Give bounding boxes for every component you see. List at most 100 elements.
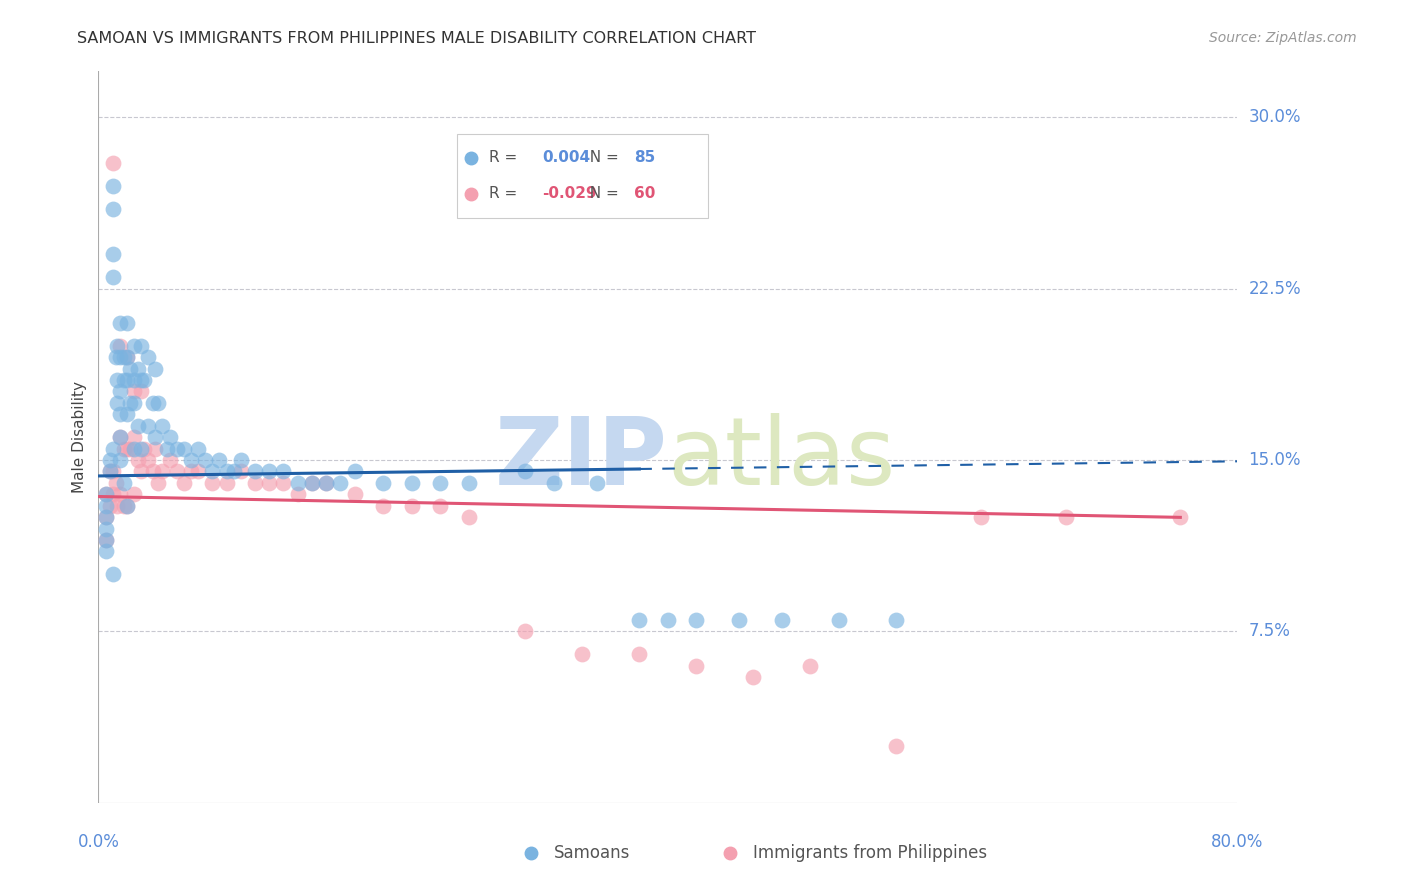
- Point: [115, 407, 138, 421]
- Point: [770, 613, 793, 627]
- Y-axis label: Male Disability: Male Disability: [72, 381, 87, 493]
- Point: [94, 487, 117, 501]
- Text: ZIP: ZIP: [495, 413, 668, 505]
- Point: [94, 533, 117, 547]
- Point: [115, 373, 138, 387]
- Point: [98, 453, 121, 467]
- Point: [156, 442, 179, 456]
- Point: [799, 658, 821, 673]
- Point: [112, 373, 135, 387]
- Point: [127, 418, 149, 433]
- Point: [101, 442, 124, 456]
- Point: [118, 442, 141, 456]
- Point: [1170, 510, 1192, 524]
- Point: [970, 510, 993, 524]
- Point: [145, 361, 167, 376]
- Point: [159, 430, 181, 444]
- Point: [828, 613, 851, 627]
- Point: [215, 464, 238, 478]
- Point: [108, 430, 131, 444]
- Point: [136, 453, 159, 467]
- Point: [173, 442, 195, 456]
- Point: [148, 396, 170, 410]
- Point: [166, 464, 188, 478]
- Point: [108, 316, 131, 330]
- Point: [104, 475, 127, 490]
- Point: [401, 475, 423, 490]
- Point: [208, 453, 231, 467]
- Text: Source: ZipAtlas.com: Source: ZipAtlas.com: [1209, 31, 1357, 45]
- Point: [129, 338, 152, 352]
- Point: [585, 475, 607, 490]
- Point: [122, 442, 145, 456]
- Point: [315, 475, 337, 490]
- Text: atlas: atlas: [668, 413, 896, 505]
- Point: [273, 475, 295, 490]
- Point: [152, 464, 174, 478]
- Text: 80.0%: 80.0%: [1211, 833, 1264, 851]
- Point: [101, 178, 124, 193]
- Point: [145, 430, 167, 444]
- FancyBboxPatch shape: [457, 134, 707, 218]
- Point: [108, 350, 131, 364]
- Point: [343, 464, 366, 478]
- Point: [105, 373, 128, 387]
- Point: [884, 739, 907, 753]
- Point: [685, 613, 707, 627]
- Text: 0.0%: 0.0%: [77, 833, 120, 851]
- Point: [118, 396, 141, 410]
- Point: [628, 613, 651, 627]
- Point: [201, 464, 224, 478]
- Point: [108, 338, 131, 352]
- Point: [132, 373, 155, 387]
- Text: 0.004: 0.004: [543, 150, 591, 165]
- Point: [571, 647, 593, 661]
- Point: [112, 475, 135, 490]
- Point: [101, 270, 124, 285]
- Point: [94, 544, 117, 558]
- Point: [108, 487, 131, 501]
- Point: [105, 499, 128, 513]
- Point: [115, 350, 138, 364]
- Point: [229, 464, 252, 478]
- Point: [115, 442, 138, 456]
- Point: [329, 475, 352, 490]
- Text: 7.5%: 7.5%: [1249, 623, 1291, 640]
- Text: 85: 85: [634, 150, 655, 165]
- Point: [122, 373, 145, 387]
- Point: [187, 442, 209, 456]
- Point: [94, 510, 117, 524]
- Text: R =: R =: [489, 186, 522, 201]
- Point: [115, 316, 138, 330]
- Point: [141, 464, 163, 478]
- Point: [101, 155, 124, 169]
- Point: [122, 396, 145, 410]
- Point: [105, 396, 128, 410]
- Point: [201, 475, 224, 490]
- Point: [243, 475, 266, 490]
- Point: [101, 567, 124, 582]
- Point: [401, 499, 423, 513]
- Point: [129, 373, 152, 387]
- Point: [159, 453, 181, 467]
- Point: [315, 475, 337, 490]
- Point: [101, 247, 124, 261]
- Point: [1056, 510, 1078, 524]
- Point: [685, 658, 707, 673]
- Text: 30.0%: 30.0%: [1249, 108, 1301, 126]
- Point: [166, 442, 188, 456]
- Point: [98, 464, 121, 478]
- Point: [94, 510, 117, 524]
- Point: [543, 475, 565, 490]
- Point: [98, 464, 121, 478]
- Point: [628, 647, 651, 661]
- Point: [173, 475, 195, 490]
- Point: [108, 430, 131, 444]
- Point: [287, 475, 309, 490]
- Point: [301, 475, 323, 490]
- Point: [515, 464, 537, 478]
- Text: Immigrants from Philippines: Immigrants from Philippines: [754, 844, 987, 862]
- Point: [243, 464, 266, 478]
- Point: [180, 464, 202, 478]
- Point: [187, 464, 209, 478]
